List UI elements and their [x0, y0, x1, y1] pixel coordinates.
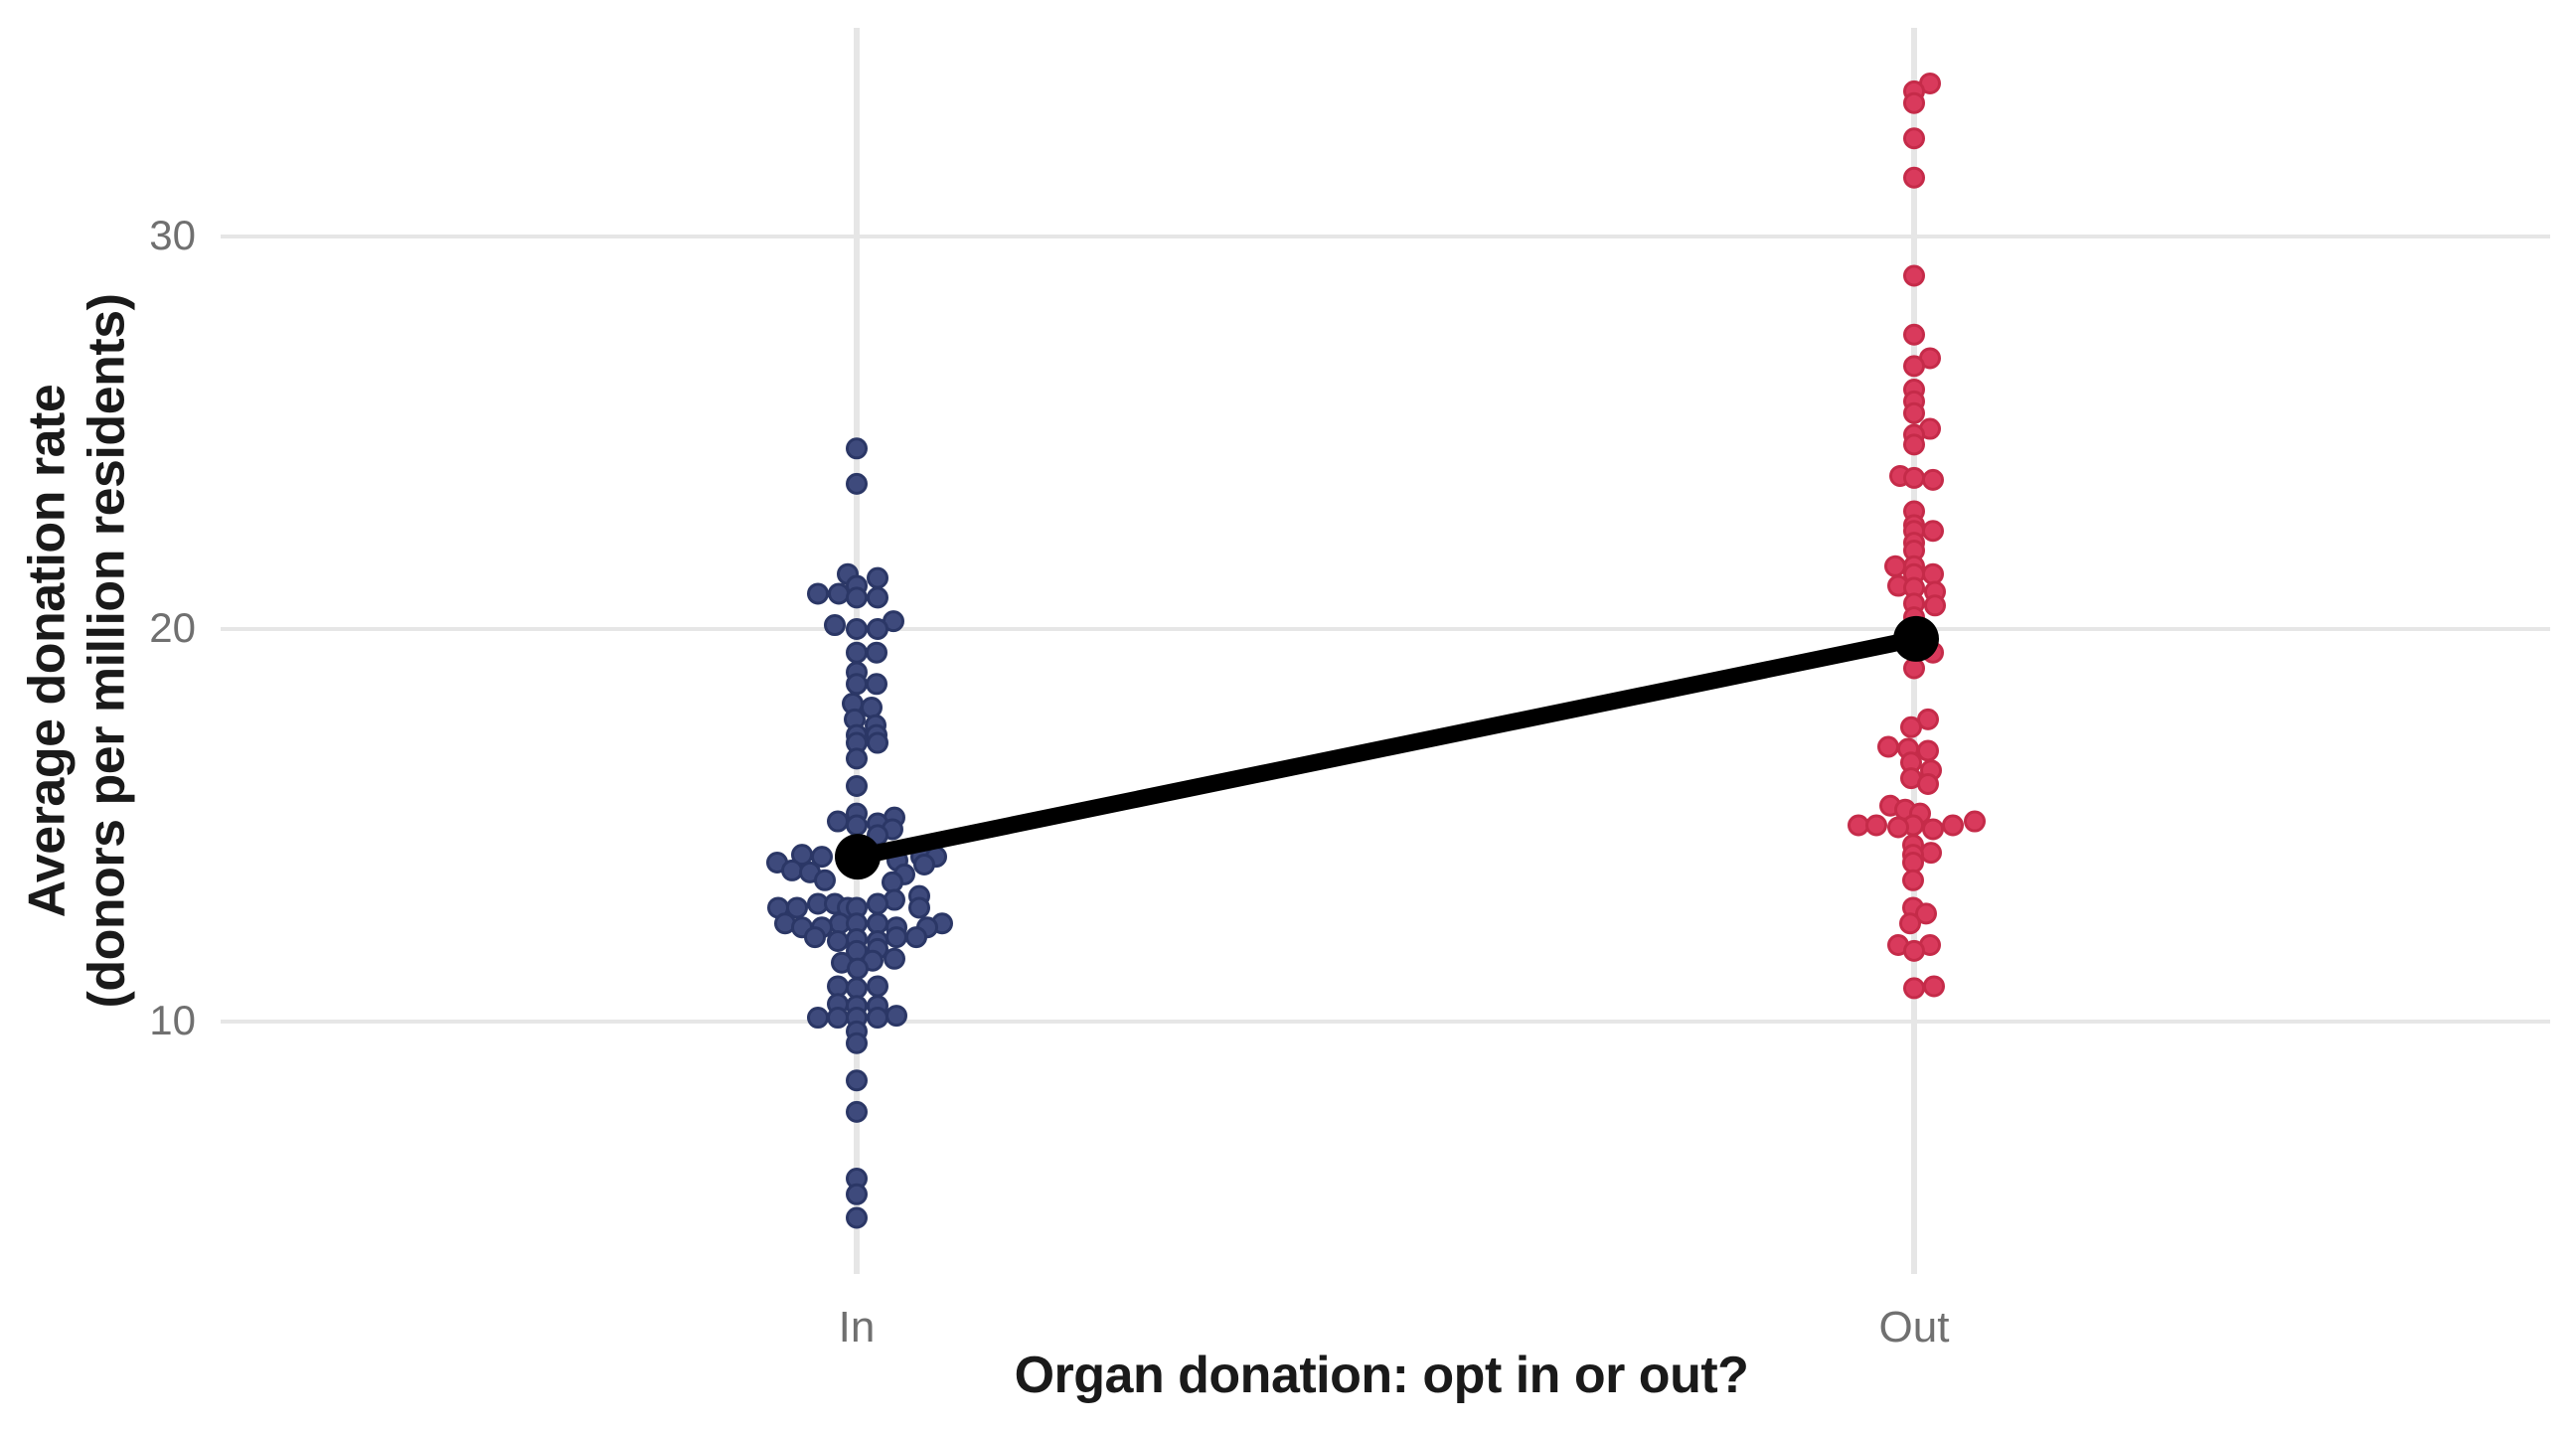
data-point-out [1865, 814, 1887, 837]
y-tick-label-20: 20 [149, 604, 196, 652]
data-point-out [1903, 91, 1925, 114]
data-point-out [1887, 816, 1909, 839]
data-point-out [1922, 468, 1944, 491]
data-point-in [846, 814, 868, 837]
data-point-in [846, 1100, 868, 1123]
data-point-out [1903, 939, 1925, 962]
data-point-out [1903, 657, 1925, 680]
data-point-in [866, 641, 887, 664]
data-point-in [846, 1069, 868, 1092]
x-tick-label-in: In [838, 1303, 876, 1352]
data-point-out [1903, 433, 1925, 456]
data-point-out [1917, 773, 1939, 796]
data-point-in [846, 747, 868, 770]
data-point-out [1902, 869, 1924, 891]
data-point-in [846, 1183, 868, 1205]
data-point-in [886, 1005, 907, 1028]
data-point-in [847, 957, 869, 980]
data-point-in [867, 912, 888, 935]
data-point-in [846, 618, 868, 640]
data-point-out [1922, 520, 1944, 543]
data-point-in [886, 926, 907, 949]
data-point-in [828, 582, 850, 605]
data-point-in [807, 1007, 829, 1030]
data-point-in [827, 930, 849, 953]
data-point-in [861, 697, 883, 718]
y-axis-title-line-2: (donors per million residents) [79, 293, 136, 1009]
data-point-in [882, 871, 903, 893]
data-point-out [1903, 323, 1925, 346]
data-point-out [1942, 814, 1964, 837]
data-point-out [1920, 842, 1942, 865]
data-point-out [1903, 401, 1925, 424]
data-point-in [884, 947, 905, 970]
mean-dot-out [1893, 615, 1939, 662]
data-point-in [908, 896, 930, 919]
data-point-out [1884, 555, 1906, 577]
data-point-out [1915, 902, 1937, 925]
data-point-in [804, 926, 826, 949]
data-point-in [846, 641, 868, 664]
data-point-out [1964, 810, 1986, 833]
data-point-in [827, 975, 849, 998]
data-point-in [786, 896, 808, 919]
data-point-out [1877, 735, 1899, 758]
data-point-in [846, 1032, 868, 1054]
data-point-out [1903, 466, 1925, 489]
data-point-out [1922, 818, 1944, 841]
data-point-in [846, 437, 868, 460]
data-point-in [867, 731, 888, 754]
data-point-out [1923, 975, 1945, 998]
data-point-in [867, 1007, 888, 1030]
data-point-in [867, 975, 888, 998]
data-point-out [1917, 739, 1939, 762]
data-point-in [811, 846, 833, 869]
mean-dot-in [835, 834, 881, 880]
data-point-out [1903, 355, 1925, 378]
mean-connector-line [856, 630, 1918, 866]
y-axis-title: Average donation rate (donors per millio… [18, 294, 138, 1009]
x-tick-label-out: Out [1878, 1303, 1950, 1352]
data-point-in [905, 926, 927, 949]
data-point-in [846, 673, 868, 696]
data-point-in [846, 977, 868, 1000]
data-point-in [846, 1206, 868, 1229]
data-point-in [867, 586, 888, 609]
data-point-in [807, 582, 829, 605]
data-point-out [1900, 716, 1922, 738]
data-point-out [1848, 814, 1869, 837]
data-point-in [814, 869, 836, 891]
x-axis-title: Organ donation: opt in or out? [1014, 1347, 1749, 1404]
data-point-in [913, 854, 935, 875]
y-tick-label-30: 30 [149, 212, 196, 259]
data-point-in [824, 614, 846, 637]
data-point-out [1903, 127, 1925, 150]
data-point-in [867, 892, 888, 915]
data-point-out [1903, 977, 1925, 1000]
data-point-out [1903, 264, 1925, 287]
data-point-in [827, 1007, 849, 1030]
data-point-in [867, 566, 888, 589]
data-point-out [1922, 562, 1944, 585]
data-point-in [867, 618, 888, 640]
data-point-in [866, 673, 887, 696]
data-point-out [1903, 166, 1925, 189]
data-point-out [1902, 852, 1924, 874]
y-axis-title-line-1: Average donation rate [18, 384, 77, 918]
data-point-in [846, 586, 868, 609]
data-point-in [827, 810, 849, 833]
data-point-in [781, 859, 803, 881]
data-point-in [846, 472, 868, 495]
data-point-out [1899, 912, 1921, 935]
data-point-out [1924, 594, 1946, 617]
y-tick-label-10: 10 [149, 997, 196, 1044]
data-point-in [846, 775, 868, 797]
